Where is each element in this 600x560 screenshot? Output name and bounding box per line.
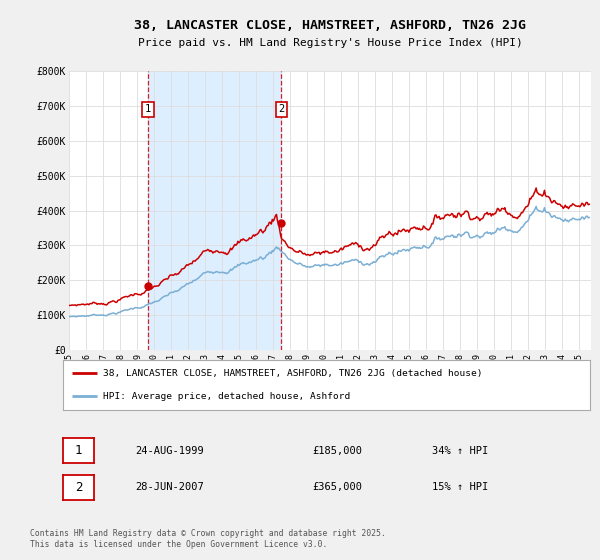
Text: 15% ↑ HPI: 15% ↑ HPI	[432, 482, 488, 492]
Bar	[148, 71, 281, 350]
Text: 1: 1	[75, 444, 82, 458]
Text: 28-JUN-2007: 28-JUN-2007	[135, 482, 204, 492]
Text: Price paid vs. HM Land Registry's House Price Index (HPI): Price paid vs. HM Land Registry's House …	[137, 38, 523, 48]
Text: Contains HM Land Registry data © Crown copyright and database right 2025.
This d: Contains HM Land Registry data © Crown c…	[30, 529, 386, 549]
Text: £185,000: £185,000	[312, 446, 362, 456]
Text: 24-AUG-1999: 24-AUG-1999	[135, 446, 204, 456]
Text: 2: 2	[75, 480, 82, 494]
Text: 38, LANCASTER CLOSE, HAMSTREET, ASHFORD, TN26 2JG: 38, LANCASTER CLOSE, HAMSTREET, ASHFORD,…	[134, 18, 526, 32]
Text: 38, LANCASTER CLOSE, HAMSTREET, ASHFORD, TN26 2JG (detached house): 38, LANCASTER CLOSE, HAMSTREET, ASHFORD,…	[103, 368, 482, 377]
Text: HPI: Average price, detached house, Ashford: HPI: Average price, detached house, Ashf…	[103, 392, 350, 401]
Text: 1: 1	[145, 105, 151, 114]
Text: £365,000: £365,000	[312, 482, 362, 492]
Text: 34% ↑ HPI: 34% ↑ HPI	[432, 446, 488, 456]
Text: 2: 2	[278, 105, 284, 114]
